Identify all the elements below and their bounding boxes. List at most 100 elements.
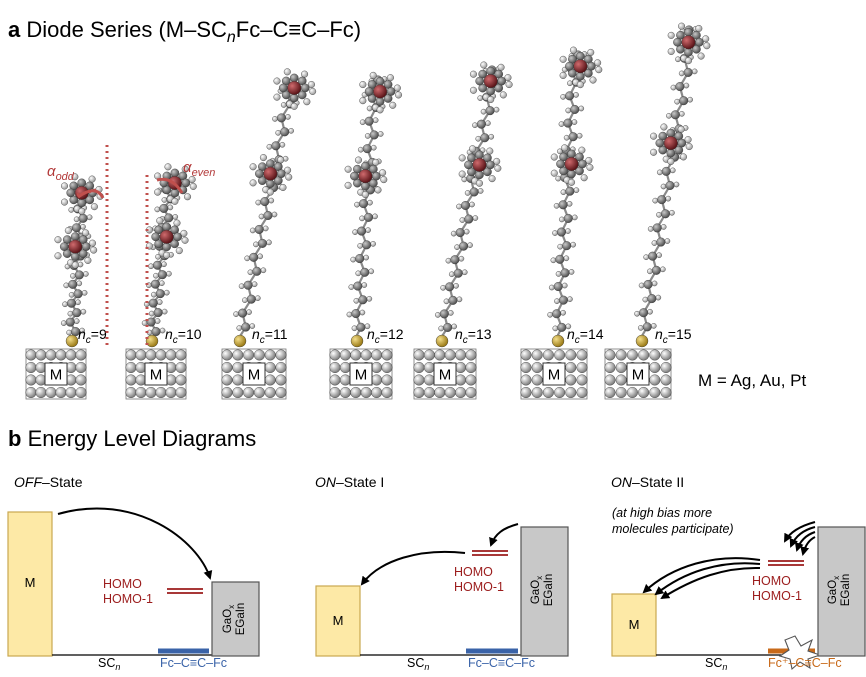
substrate-atom (125, 374, 137, 386)
carbon-atom (255, 169, 264, 178)
nc-symbol: n (78, 326, 86, 342)
hydrogen-atom (703, 42, 711, 50)
hydrogen-atom (585, 157, 593, 165)
hydrogen-atom (246, 309, 252, 315)
substrate-atom (232, 374, 244, 386)
hydrogen-atom (643, 254, 649, 260)
carbon-atom (364, 87, 374, 96)
substrate-atom (45, 349, 57, 361)
hydrogen-atom (691, 68, 698, 75)
iron-atom (68, 239, 83, 254)
substrate-atom (520, 387, 532, 399)
hydrogen-atom (650, 148, 658, 156)
hydrogen-atom (573, 92, 579, 98)
hydrogen-atom (458, 255, 465, 262)
nc-label-10: nc=10 (165, 326, 202, 346)
carbon-atom (71, 327, 81, 337)
carbon-atom (563, 118, 573, 128)
substrate-atom (175, 374, 187, 386)
nc-value: =13 (468, 326, 492, 342)
hydrogen-atom (589, 76, 597, 84)
hydrogen-atom (372, 117, 379, 124)
hydrogen-atom (357, 243, 363, 249)
hydrogen-atom (558, 216, 565, 223)
hydrogen-atom (678, 22, 686, 30)
carbon-atom (77, 178, 87, 188)
carbon-atom (480, 133, 490, 143)
hydrogen-atom (277, 156, 285, 164)
iron-atom (159, 229, 174, 244)
hydrogen-atom (171, 197, 179, 205)
hydrogen-atom (656, 211, 662, 218)
hydrogen-atom (268, 197, 275, 204)
panel-b-heading: b Energy Level Diagrams (8, 426, 256, 451)
carbon-atom (277, 169, 286, 178)
substrate-atom (565, 387, 577, 399)
hydrogen-atom (257, 253, 263, 260)
ferrocene-unit (667, 22, 711, 65)
hydrogen-atom (233, 311, 239, 317)
nc-label-11: nc=11 (252, 326, 288, 346)
hydrogen-atom (71, 261, 79, 269)
hydrogen-atom (634, 310, 640, 317)
carbon-atom (278, 83, 288, 93)
hydrogen-atom (595, 66, 603, 74)
hydrogen-atom (247, 269, 254, 276)
hydrogen-atom (571, 214, 578, 221)
carbon-atom (567, 169, 576, 179)
carbon-atom (679, 96, 689, 106)
carbon-atom (648, 251, 658, 261)
molecule-nc-12: nc=12 (344, 71, 404, 348)
hydrogen-atom (163, 289, 170, 296)
hydrogen-atom (652, 197, 659, 204)
hydrogen-atom (249, 227, 256, 234)
hydrogen-atom (167, 204, 174, 211)
hydrogen-atom (697, 52, 705, 60)
hydrogen-atom (359, 215, 365, 222)
carbon-atom (152, 260, 162, 270)
odd-angle-arc (77, 189, 105, 199)
substrate-atom (135, 349, 147, 361)
on1-homo-label: HOMO (454, 565, 493, 579)
hydrogen-atom (461, 269, 468, 276)
nc-label-14: nc=14 (567, 326, 604, 346)
substrate-atom (371, 374, 383, 386)
hydrogen-atom (550, 257, 557, 264)
hydrogen-atom (271, 211, 278, 218)
carbon-atom (576, 71, 585, 81)
carbon-atom (65, 317, 75, 327)
carbon-atom (673, 37, 682, 47)
substrate-atom (520, 349, 532, 361)
carbon-atom (157, 270, 167, 280)
on1-injection-arrow (489, 523, 519, 547)
carbon-atom (556, 227, 566, 237)
substrate-block-7: M (604, 348, 672, 400)
hydrogen-atom (88, 239, 96, 247)
on-state-2-title: ON–State II (611, 474, 684, 490)
sulfur-atom (145, 334, 159, 348)
even-angle-arc (156, 177, 184, 194)
substrate-atom (520, 362, 532, 374)
hydrogen-atom (570, 241, 576, 248)
carbon-atom (684, 27, 693, 37)
hydrogen-atom (285, 114, 291, 120)
carbon-atom (369, 130, 379, 140)
hydrogen-atom (558, 121, 565, 127)
hydrogen-atom (161, 197, 168, 203)
hydrogen-atom (565, 228, 571, 234)
substrate-atom (565, 349, 577, 361)
carbon-atom (375, 97, 385, 106)
hydrogen-atom (651, 240, 658, 246)
carbon-atom (578, 159, 587, 169)
carbon-atom (362, 144, 372, 154)
ferrocene-unit (650, 123, 693, 165)
hydrogen-atom (685, 143, 693, 151)
nc-value: =10 (178, 326, 202, 342)
carbon-atom (173, 232, 182, 242)
hydrogen-atom (303, 98, 311, 106)
hydrogen-atom (667, 31, 675, 39)
hydrogen-atom (75, 299, 81, 306)
hydrogen-atom (266, 188, 274, 196)
substrate-atom (413, 387, 425, 399)
substrate-atom (554, 349, 566, 361)
